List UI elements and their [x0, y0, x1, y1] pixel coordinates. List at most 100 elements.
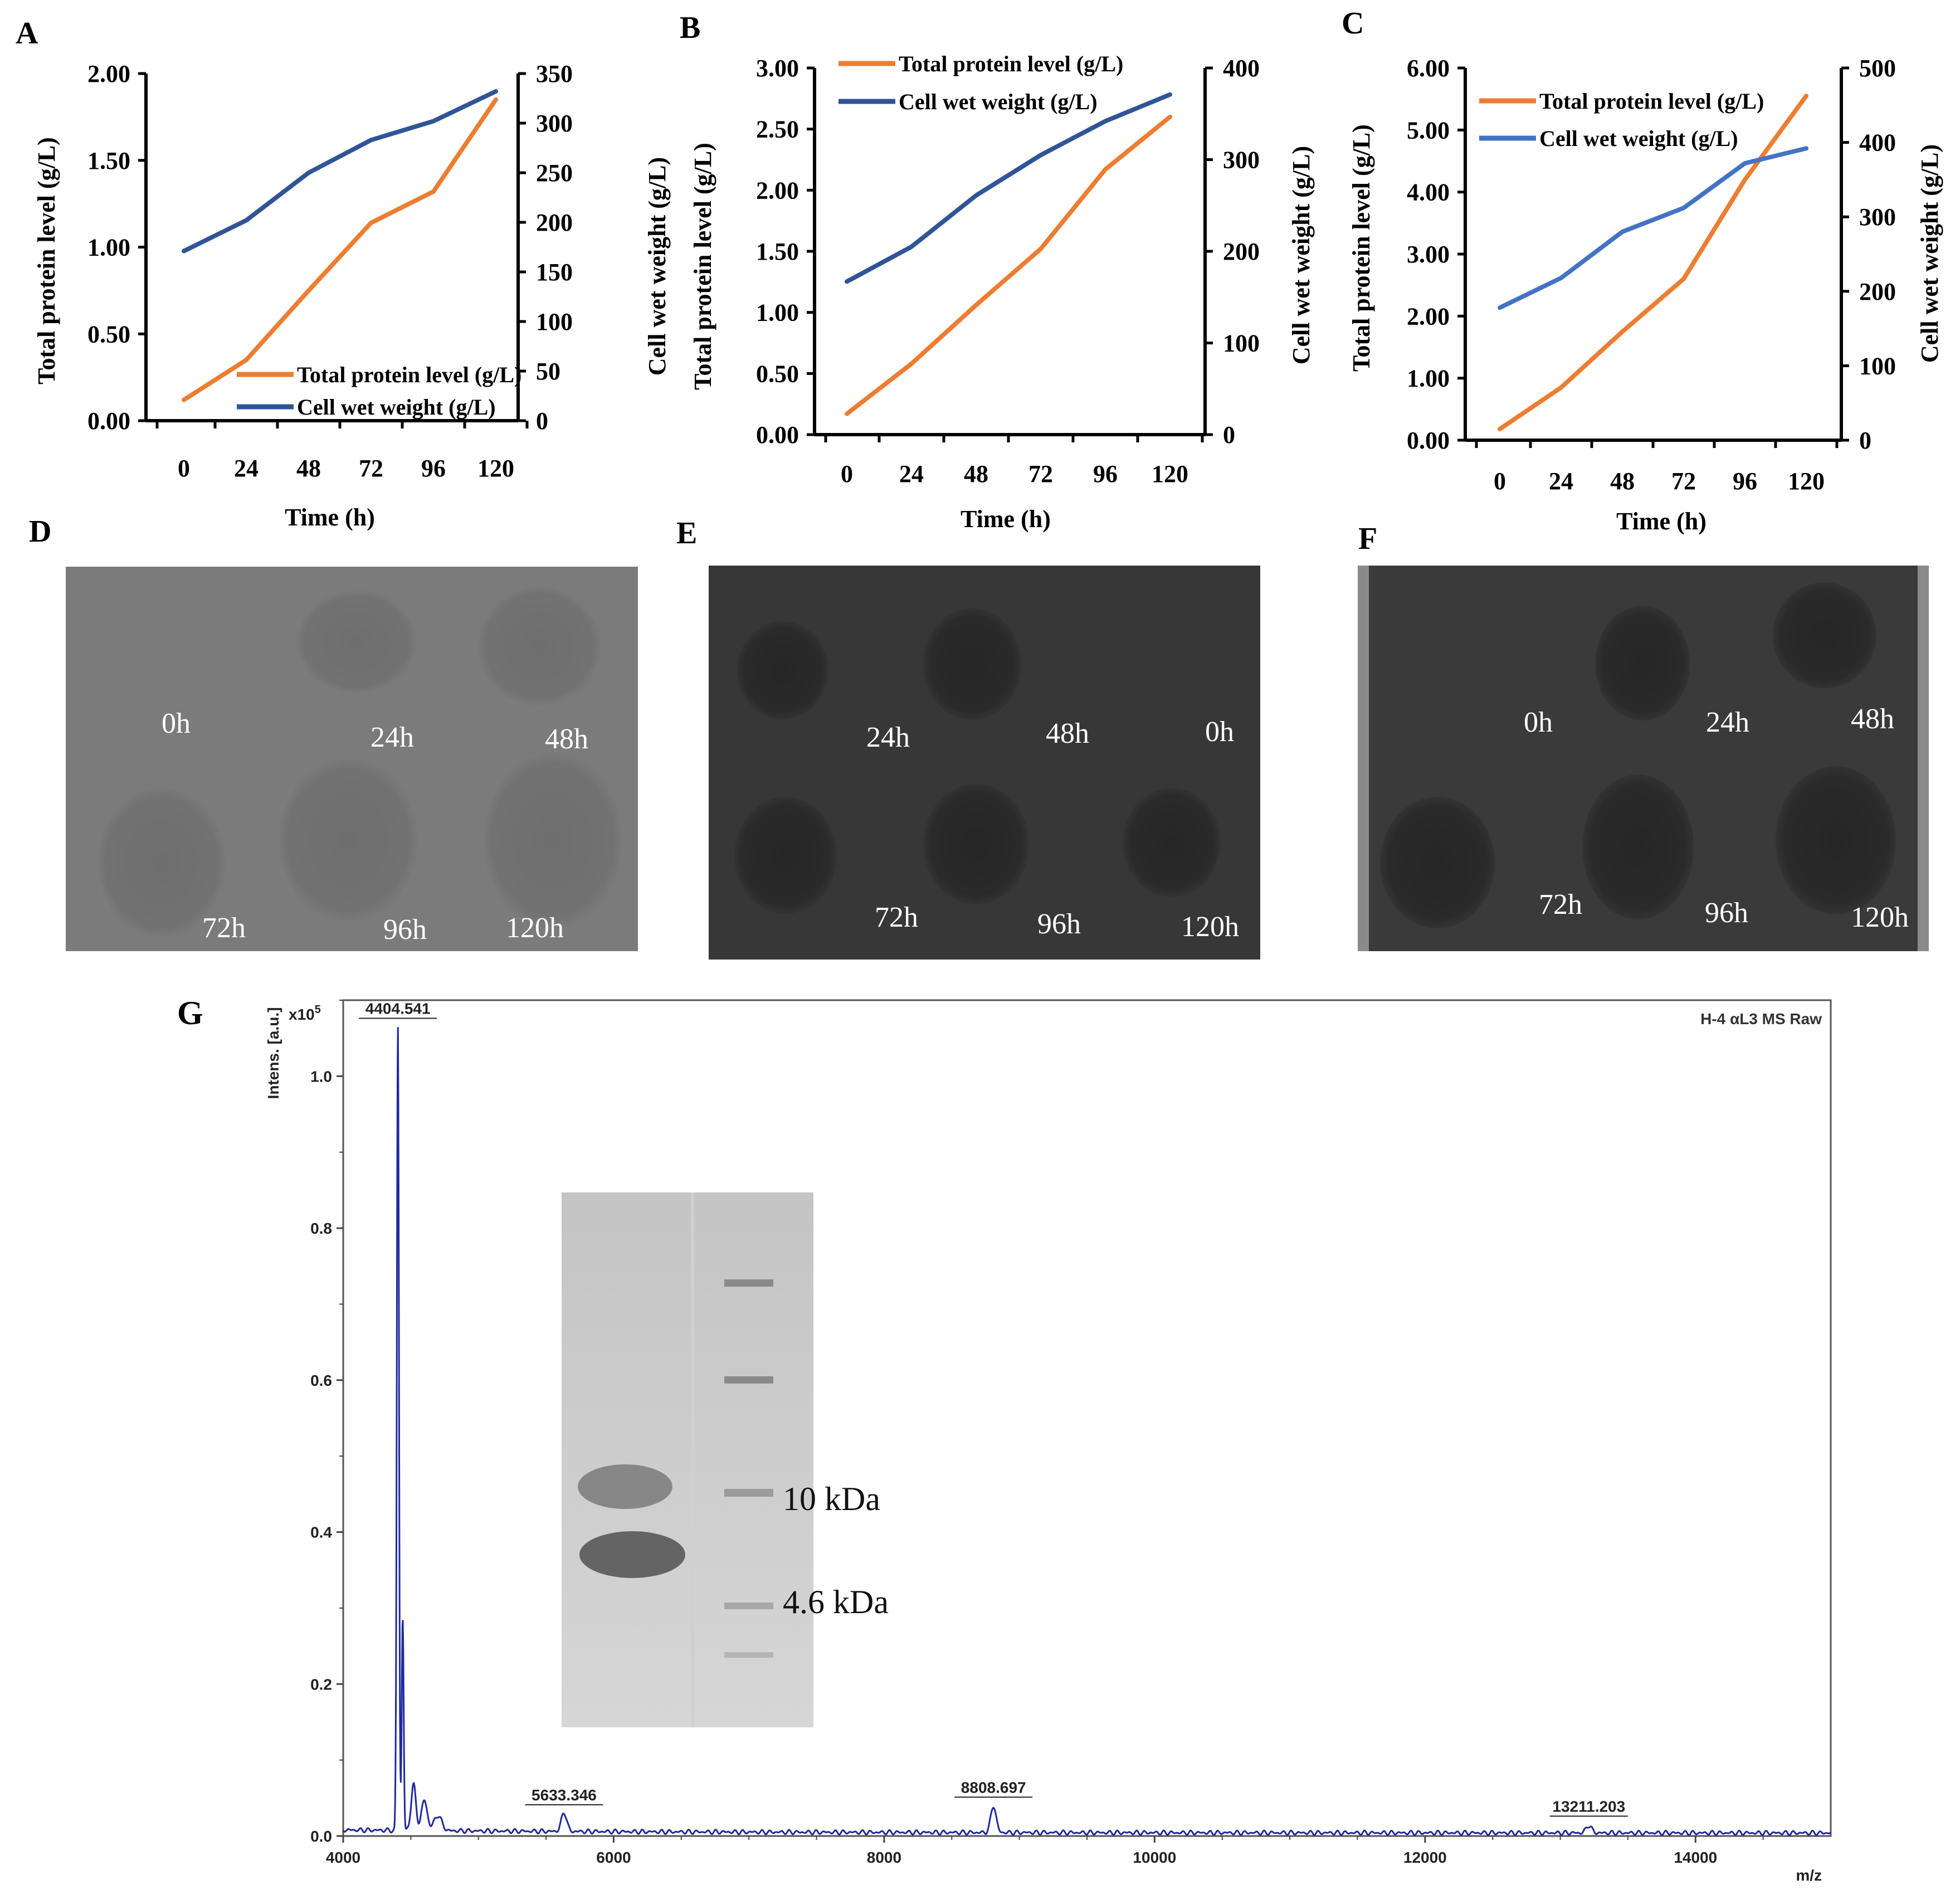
plate-d-label-0: 0h [162, 708, 191, 739]
chart-g-ylabel: Intens. [a.u.] [265, 1007, 282, 1099]
plate-d-label-5: 120h [506, 912, 564, 944]
chart-a-y2tick-label: 50 [536, 358, 560, 385]
chart-c-ytick-label: 6.00 [1407, 55, 1450, 82]
chart-b: 0.00 0.50 1.00 1.50 2.00 2.50 3.00 0 100 200 300 40… [643, 51, 1315, 533]
gel-lane-separator [691, 1192, 694, 1727]
chart-b-ytick-label: 1.50 [756, 238, 799, 265]
chart-b-ytick-label: 3.00 [756, 55, 799, 82]
chart-g-ytick-label: 0.8 [310, 1220, 332, 1237]
chart-a-y2tick-label: 150 [536, 259, 573, 286]
plate-e-label-3: 72h [875, 902, 918, 933]
chart-b-xtick-label: 120 [1152, 460, 1188, 488]
chart-b-series-cell-line [845, 92, 1172, 284]
chart-c-series-cell-line [1498, 146, 1808, 310]
chart-c-xtick-label: 24 [1549, 468, 1573, 495]
chart-c-ytick-label: 3.00 [1407, 241, 1450, 268]
chart-b-xlabel: Time (h) [961, 505, 1051, 533]
plate-d-spot-24h [295, 589, 418, 695]
chart-c-y2tick-label: 500 [1859, 55, 1896, 82]
chart-c-ytick-label: 5.00 [1407, 116, 1450, 144]
chart-a: 0.00 0.50 1.00 1.50 2.00 0 50 100 150 200 250 300 35… [33, 60, 573, 531]
gel-band-upper [578, 1464, 672, 1509]
plate-f-label-2: 48h [1851, 703, 1894, 735]
plate-f-label-0: 0h [1524, 707, 1553, 738]
chart-g-xlabel: m/z [1796, 1867, 1822, 1884]
chart-a-legend: Total protein level (g/L) Cell wet weigh… [237, 362, 521, 420]
chart-c-y2tick-label: 300 [1859, 203, 1896, 231]
chart-g-xtick-label: 12000 [1403, 1849, 1447, 1866]
plate-f-left-edge [1358, 566, 1369, 951]
chart-c-xtick-label: 120 [1788, 468, 1825, 495]
chart-g-yunit-exp: 5 [315, 1004, 321, 1016]
gel-band-main [579, 1531, 685, 1578]
chart-c-legend: Total protein level (g/L) Cell wet weigh… [1479, 89, 1764, 151]
chart-b-xtick-label: 96 [1093, 460, 1118, 488]
chart-a-y2tick-label: 250 [536, 159, 573, 187]
chart-b-ytick-label: 2.50 [756, 116, 799, 143]
chart-c-ytick-label: 1.00 [1407, 365, 1450, 392]
gel-marker-band-4_6 [724, 1603, 773, 1609]
chart-g-spectrum-trace [342, 1027, 1831, 1837]
chart-a-xtick-label: 24 [234, 455, 259, 482]
plate-d-spot-48h [476, 585, 602, 708]
chart-a-legend-protein: Total protein level (g/L) [297, 362, 521, 387]
panel-letter-d: D [29, 514, 51, 549]
chart-b-y2tick-label: 300 [1223, 147, 1260, 174]
chart-g-title: H-4 αL3 MS Raw [1700, 1010, 1822, 1028]
chart-g-xtick-label: 8000 [867, 1849, 901, 1866]
gel-marker-band-10 [724, 1489, 773, 1497]
chart-g-ytick-label: 1.0 [310, 1068, 332, 1085]
plate-e-label-5: 120h [1181, 911, 1239, 943]
chart-c-ylabel: Total protein level (g/L) [1348, 124, 1375, 372]
gel-marker-band-1 [724, 1279, 773, 1287]
plate-d-spot-72h [96, 786, 227, 939]
chart-b-legend-protein: Total protein level (g/L) [899, 51, 1123, 76]
plate-e-spot-24h [737, 621, 828, 719]
chart-b-y2tick-label: 100 [1223, 330, 1260, 357]
gel-inset: 10 kDa 4.6 kDa [562, 1192, 889, 1727]
chart-a-xtick-label: 48 [296, 455, 321, 482]
chart-a-y2tick-label: 200 [536, 209, 573, 236]
chart-c-y2tick-label: 0 [1859, 427, 1871, 454]
chart-g-ytick-label: 0.6 [310, 1372, 332, 1389]
chart-c-xtick-label: 96 [1733, 468, 1757, 495]
chart-a-series-cell-line [182, 89, 498, 254]
chart-g-ytick-label: 0.2 [310, 1676, 332, 1693]
plate-f-spot-24h [1595, 606, 1690, 720]
chart-b-xtick-label: 0 [841, 460, 853, 488]
panel-letter-c: C [1342, 6, 1364, 41]
plate-e-label-2: 0h [1205, 716, 1234, 748]
plate-f-label-5: 120h [1851, 902, 1909, 933]
chart-g-yunit: x105 [289, 1004, 321, 1023]
chart-c-xtick-label: 48 [1610, 468, 1635, 495]
chart-g-peak-label: 8808.697 [961, 1779, 1026, 1796]
chart-a-y2tick-label: 350 [536, 60, 573, 87]
chart-c: 0.00 1.00 2.00 3.00 4.00 5.00 6.00 0 100 200 300 40… [1348, 55, 1943, 535]
chart-a-xlabel: Time (h) [285, 504, 375, 531]
chart-g-peak-label: 13211.203 [1552, 1798, 1625, 1815]
chart-g-peak-label: 5633.346 [532, 1786, 597, 1804]
chart-c-ytick-label: 0.00 [1407, 427, 1450, 454]
plate-d-spot-120h [481, 751, 624, 929]
plate-d-label-3: 72h [202, 912, 246, 944]
chart-a-y2tick-label: 0 [536, 407, 548, 435]
chart-a-y2tick-label: 100 [536, 308, 573, 335]
panel-letter-e: E [676, 516, 697, 551]
gel-marker-band-2 [724, 1376, 773, 1384]
chart-g-ytick-label: 0.4 [310, 1524, 332, 1541]
chart-a-legend-cell: Cell wet weight (g/L) [297, 395, 496, 420]
chart-b-ytick-label: 2.00 [756, 177, 799, 204]
chart-a-xtick-label: 72 [359, 455, 383, 482]
chart-a-y2tick-label: 300 [536, 110, 573, 137]
panel-letter-b: B [680, 11, 700, 45]
chart-b-ytick-label: 1.00 [756, 299, 799, 327]
plate-f-right-edge [1918, 566, 1929, 951]
chart-b-y2tick-label: 0 [1223, 421, 1235, 449]
chart-b-y2tick-label: 200 [1223, 238, 1260, 265]
chart-b-legend-cell: Cell wet weight (g/L) [899, 89, 1098, 114]
chart-g-yunit-base: x10 [289, 1006, 315, 1023]
chart-b-xtick-label: 24 [899, 460, 924, 488]
chart-c-ytick-label: 4.00 [1407, 179, 1450, 206]
chart-g-xtick-label: 10000 [1133, 1849, 1176, 1866]
chart-g: 4000 6000 8000 10000 12000 14000 0.0 0.2 0.4 0.6 0… [265, 999, 1832, 1884]
